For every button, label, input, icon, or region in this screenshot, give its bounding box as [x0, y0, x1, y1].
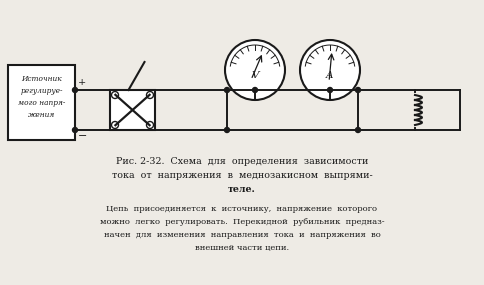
Circle shape — [356, 127, 361, 133]
Circle shape — [73, 127, 77, 133]
Circle shape — [328, 87, 333, 93]
Circle shape — [253, 87, 257, 93]
Text: мого напря-: мого напря- — [18, 99, 65, 107]
Circle shape — [225, 40, 285, 100]
Circle shape — [225, 127, 229, 133]
Text: Источник: Источник — [21, 75, 62, 83]
Text: A: A — [326, 70, 334, 80]
Circle shape — [147, 121, 153, 129]
Text: −: − — [78, 131, 88, 141]
Bar — [8, 65, 75, 140]
Text: Цепь  присоединяется  к  источнику,  напряжение  которого: Цепь присоединяется к источнику, напряже… — [106, 205, 378, 213]
Circle shape — [300, 40, 360, 100]
Text: теле.: теле. — [228, 185, 256, 194]
Text: можно  легко  регулировать.  Перекидной  рубильник  предназ-: можно легко регулировать. Перекидной руб… — [100, 218, 384, 226]
Text: внешней части цепи.: внешней части цепи. — [195, 244, 289, 252]
Circle shape — [356, 87, 361, 93]
Circle shape — [111, 121, 119, 129]
Text: начен  для  изменения  направления  тока  и  напряжения  во: начен для изменения направления тока и н… — [104, 231, 380, 239]
Text: Рис. 2-32.  Схема  для  определения  зависимости: Рис. 2-32. Схема для определения зависим… — [116, 157, 368, 166]
Circle shape — [111, 91, 119, 99]
Text: регулируе-: регулируе- — [20, 87, 63, 95]
Text: +: + — [78, 78, 86, 87]
Text: жения: жения — [28, 111, 55, 119]
Circle shape — [225, 87, 229, 93]
Circle shape — [73, 87, 77, 93]
Text: V: V — [251, 70, 259, 80]
Circle shape — [147, 91, 153, 99]
Bar — [110, 90, 155, 130]
Text: тока  от  напряжения  в  меднозакисном  выпрями-: тока от напряжения в меднозакисном выпря… — [112, 171, 372, 180]
